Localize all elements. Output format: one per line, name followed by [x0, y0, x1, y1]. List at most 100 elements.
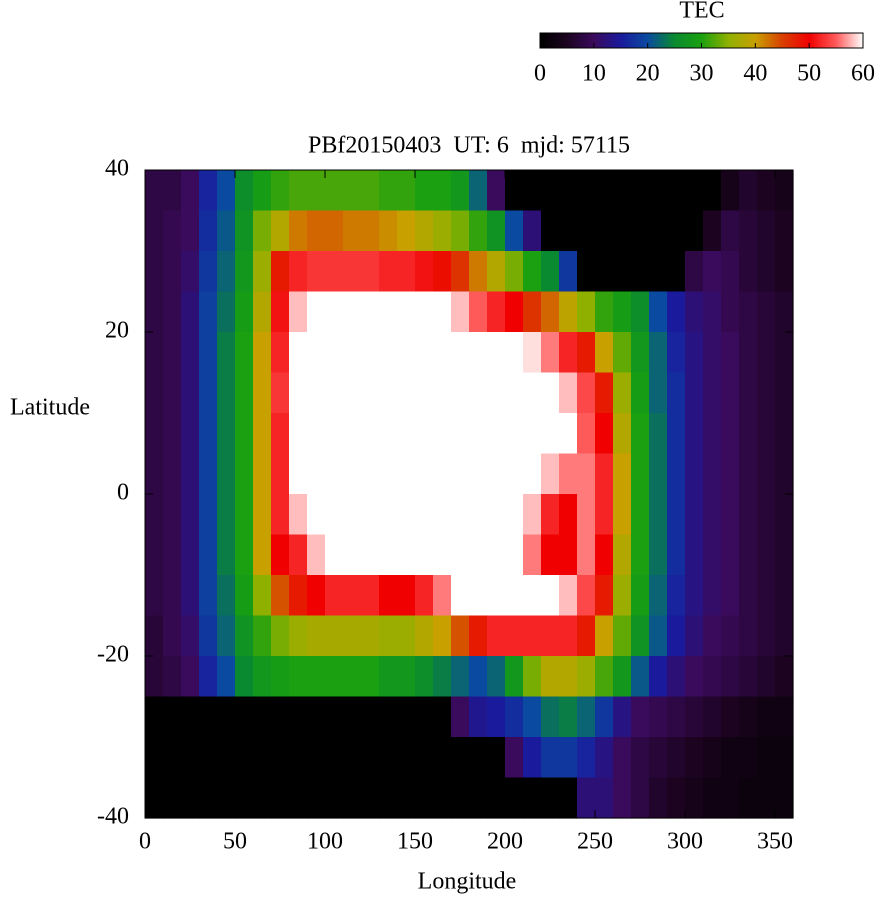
heat-cell [415, 210, 434, 252]
heat-cell [325, 494, 344, 536]
heat-cell [613, 372, 632, 414]
heat-cell [649, 453, 668, 495]
heat-cell [235, 494, 254, 536]
heat-cell [199, 332, 218, 374]
heat-cell [703, 210, 722, 252]
heat-cell [145, 453, 164, 495]
heat-cell [181, 251, 200, 293]
heat-cell [271, 251, 290, 293]
heat-cell [649, 615, 668, 657]
heat-cell [469, 575, 488, 617]
heat-cell [649, 413, 668, 455]
heat-cell [487, 413, 506, 455]
heat-cell [613, 332, 632, 374]
heat-cell [451, 210, 470, 252]
heat-cell [775, 534, 794, 576]
heat-cell [145, 413, 164, 455]
heat-cell [667, 696, 686, 738]
heat-cell [559, 737, 578, 779]
heat-cell [703, 494, 722, 536]
heat-cell [739, 777, 758, 819]
heat-cell [577, 777, 596, 819]
heat-cell [415, 251, 434, 293]
heat-cell [721, 575, 740, 617]
heat-cell [505, 413, 524, 455]
heat-cell [523, 170, 542, 212]
heat-cell [559, 372, 578, 414]
heat-cell [559, 656, 578, 698]
heat-cell [667, 210, 686, 252]
colorbar-label: TEC [679, 0, 724, 24]
heat-cell [181, 575, 200, 617]
heat-cell [343, 737, 362, 779]
heat-cell [271, 494, 290, 536]
heat-cell [451, 656, 470, 698]
heat-cell [289, 210, 308, 252]
heat-cell [289, 696, 308, 738]
heat-cell [271, 291, 290, 333]
heat-cell [451, 170, 470, 212]
heat-cell [487, 251, 506, 293]
heat-cell [523, 777, 542, 819]
heat-cell [397, 615, 416, 657]
heat-cell [649, 332, 668, 374]
heat-cell [577, 615, 596, 657]
colorbar-tick-label: 60 [851, 61, 875, 87]
heat-cell [577, 372, 596, 414]
heat-cell [307, 413, 326, 455]
heat-cell [361, 615, 380, 657]
heat-cell [163, 575, 182, 617]
heat-cell [253, 575, 272, 617]
heat-cell [703, 332, 722, 374]
heat-cell [775, 494, 794, 536]
heat-cell [199, 737, 218, 779]
heat-cell [379, 696, 398, 738]
heat-cell [487, 453, 506, 495]
heat-cell [667, 494, 686, 536]
heat-cell [361, 494, 380, 536]
heat-cell [559, 534, 578, 576]
heat-cell [433, 210, 452, 252]
heat-cell [721, 291, 740, 333]
heat-cell [505, 615, 524, 657]
heat-cell [757, 291, 776, 333]
heat-cell [685, 453, 704, 495]
heat-cell [397, 656, 416, 698]
heat-cell [487, 291, 506, 333]
heat-cell [271, 372, 290, 414]
heat-cell [235, 777, 254, 819]
heat-cell [361, 777, 380, 819]
heat-cell [433, 494, 452, 536]
heat-cell [469, 170, 488, 212]
heat-cell [379, 210, 398, 252]
heat-cell [541, 251, 560, 293]
heat-cell [757, 332, 776, 374]
heat-cell [451, 737, 470, 779]
heat-cell [775, 210, 794, 252]
heat-cell [757, 777, 776, 819]
heat-cell [235, 453, 254, 495]
heat-cell [541, 656, 560, 698]
heat-cell [775, 332, 794, 374]
heat-cell [451, 615, 470, 657]
heat-cell [685, 170, 704, 212]
heat-cell [775, 737, 794, 779]
heat-cell [307, 575, 326, 617]
heat-cell [757, 494, 776, 536]
heat-cell [703, 453, 722, 495]
heat-cell [397, 291, 416, 333]
heat-cell [307, 291, 326, 333]
heat-cell [721, 332, 740, 374]
heat-cell [361, 656, 380, 698]
heat-cell [163, 494, 182, 536]
heat-cell [271, 575, 290, 617]
heat-cell [469, 251, 488, 293]
heat-cell [487, 332, 506, 374]
heat-cell [595, 534, 614, 576]
heat-cell [163, 696, 182, 738]
heat-cell [379, 656, 398, 698]
heat-cell [235, 291, 254, 333]
heat-cell [739, 453, 758, 495]
heat-cell [487, 696, 506, 738]
heat-cell [253, 656, 272, 698]
